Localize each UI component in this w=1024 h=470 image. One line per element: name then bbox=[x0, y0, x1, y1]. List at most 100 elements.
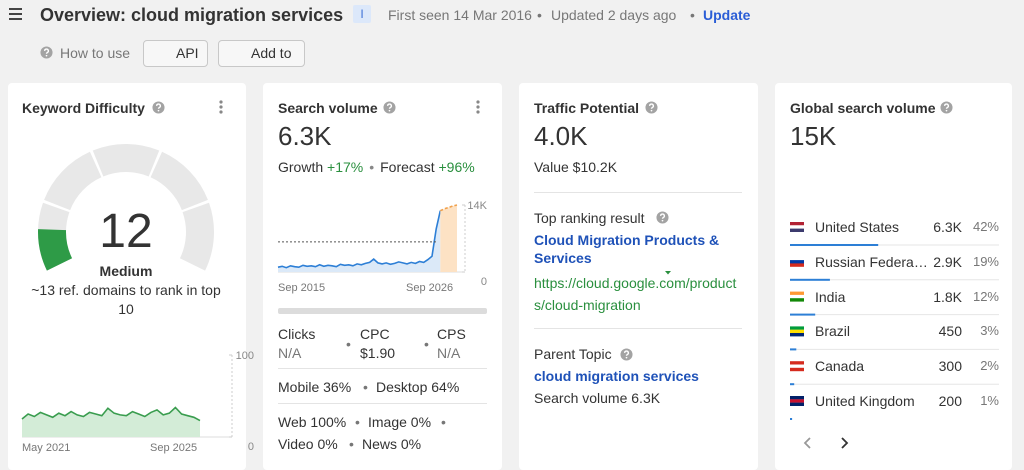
y-tick-label: 100 bbox=[236, 350, 254, 362]
image-share: Image 0% bbox=[368, 414, 432, 430]
trend-area bbox=[440, 205, 457, 272]
help-icon[interactable] bbox=[620, 348, 633, 361]
flag bbox=[790, 291, 804, 295]
share-bar bbox=[790, 313, 816, 316]
intent-badge[interactable]: I bbox=[353, 5, 371, 23]
forecast-value: +96% bbox=[438, 159, 475, 175]
parent-volume: Search volume 6.3K bbox=[534, 390, 661, 406]
separator: • bbox=[424, 336, 429, 352]
flag bbox=[790, 326, 804, 330]
x-end-label: Sep 2026 bbox=[406, 282, 454, 294]
clicks-value: N/A bbox=[278, 345, 302, 361]
separator: • bbox=[363, 379, 368, 395]
trend-line bbox=[21, 406, 201, 422]
growth-label: Growth bbox=[278, 159, 324, 175]
api-label[interactable]: API bbox=[176, 45, 199, 61]
traffic-money-value: Value $10.2K bbox=[534, 159, 618, 175]
flag bbox=[790, 222, 804, 226]
country-share: 1% bbox=[980, 393, 999, 408]
kebab-icon[interactable] bbox=[476, 100, 480, 114]
top-result-title[interactable]: Cloud Migration Products & Services bbox=[534, 232, 720, 266]
parent-topic[interactable]: cloud migration services bbox=[534, 368, 699, 384]
kebab-icon[interactable] bbox=[219, 100, 223, 114]
country-volume: 300 bbox=[938, 358, 962, 375]
growth-value: +17% bbox=[327, 159, 364, 175]
separator: • bbox=[441, 414, 446, 430]
flag bbox=[790, 333, 804, 337]
share-bar bbox=[790, 244, 879, 246]
gauge-segment bbox=[150, 151, 208, 211]
flag bbox=[790, 263, 804, 267]
traffic-value: 4.0K bbox=[534, 121, 588, 151]
help-icon[interactable] bbox=[656, 211, 669, 224]
clicks-label: Clicks bbox=[278, 326, 316, 342]
add-to-button[interactable] bbox=[218, 40, 305, 67]
kd-value: 12 bbox=[99, 205, 153, 258]
page-title: Overview: cloud migration services bbox=[40, 5, 344, 25]
add-to-label[interactable]: Add to bbox=[251, 45, 292, 61]
cpc-value: $1.90 bbox=[360, 345, 396, 361]
x-start-label: May 2021 bbox=[22, 442, 71, 454]
flag bbox=[790, 225, 804, 229]
next-arrow[interactable] bbox=[841, 437, 849, 449]
card-title: Traffic Potential bbox=[534, 100, 640, 116]
first-seen: First seen 14 Mar 2016 bbox=[388, 7, 532, 23]
update-link[interactable]: Update bbox=[703, 7, 751, 23]
share-bar bbox=[790, 418, 793, 420]
flag bbox=[790, 364, 804, 368]
volume-value: 6.3K bbox=[278, 121, 332, 151]
global-value: 15K bbox=[790, 121, 837, 151]
x-end-label: Sep 2025 bbox=[150, 442, 198, 454]
api-button[interactable] bbox=[143, 40, 208, 67]
country-volume: 6.3K bbox=[933, 219, 962, 235]
help-icon[interactable] bbox=[40, 46, 53, 59]
gauge-segment bbox=[179, 202, 214, 271]
kd-level: Medium bbox=[99, 263, 153, 279]
country-share: 19% bbox=[972, 253, 999, 269]
cps-label: CPS bbox=[437, 326, 466, 342]
country-volume: 450 bbox=[938, 323, 962, 340]
flag bbox=[790, 329, 804, 334]
gauge-fill bbox=[38, 229, 73, 271]
how-to-use[interactable]: How to use bbox=[60, 45, 131, 61]
updated: Updated 2 days ago bbox=[551, 7, 677, 23]
web-share: Web 100% bbox=[278, 414, 347, 430]
prev-arrow[interactable] bbox=[803, 437, 811, 449]
help-icon[interactable] bbox=[383, 101, 396, 114]
share-bar bbox=[790, 383, 795, 386]
help-icon[interactable] bbox=[152, 101, 165, 114]
flag bbox=[790, 396, 804, 400]
volume-card bbox=[263, 83, 502, 470]
flag bbox=[790, 402, 804, 406]
news-share: News 0% bbox=[362, 436, 422, 452]
separator: • bbox=[349, 436, 354, 452]
dropdown-caret[interactable] bbox=[665, 271, 671, 275]
card-title: Global search volume bbox=[790, 100, 936, 116]
y-tick-label: 14K bbox=[467, 200, 487, 212]
flag bbox=[790, 361, 804, 365]
card-title: Keyword Difficulty bbox=[22, 100, 145, 116]
divider bbox=[534, 192, 742, 193]
card-title: Search volume bbox=[278, 100, 378, 116]
separator: • bbox=[537, 7, 542, 23]
kd-note: ~13 ref. domains to rank in top 10 bbox=[31, 282, 221, 317]
video-share: Video 0% bbox=[278, 436, 338, 452]
flag bbox=[790, 260, 804, 264]
share-bar bbox=[790, 278, 830, 281]
flag bbox=[790, 256, 804, 261]
top-result-label: Top ranking result bbox=[534, 210, 645, 226]
top-result-url[interactable]: https://cloud.google.com/products/cloud-… bbox=[534, 275, 737, 313]
desktop-share: Desktop 64% bbox=[376, 379, 460, 395]
range-slider[interactable] bbox=[278, 308, 487, 314]
flag bbox=[790, 294, 804, 299]
divider bbox=[278, 368, 487, 369]
help-icon[interactable] bbox=[940, 101, 953, 114]
flag bbox=[790, 399, 804, 403]
country-volume: 2.9K bbox=[933, 253, 962, 270]
gauge-segment bbox=[44, 151, 102, 211]
mobile-share: Mobile 36% bbox=[278, 379, 352, 395]
menu-icon[interactable] bbox=[9, 8, 22, 20]
help-icon[interactable] bbox=[645, 101, 658, 114]
